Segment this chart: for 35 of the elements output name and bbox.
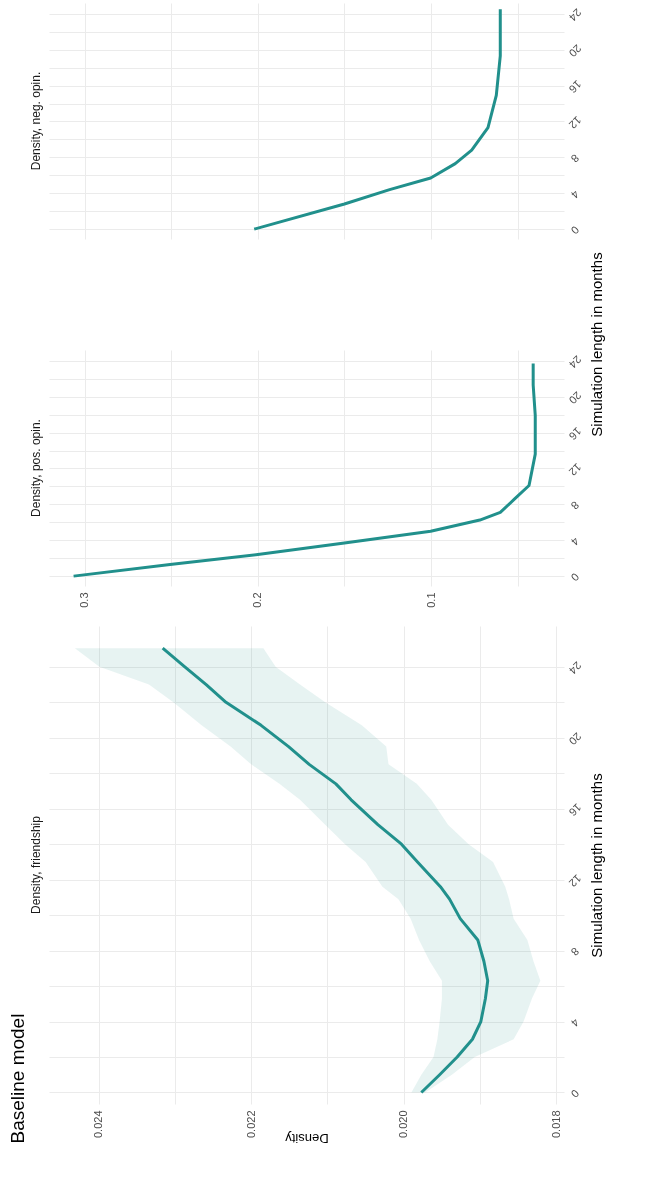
- x-tick-label: 0.1: [424, 592, 437, 608]
- y-tick-label: 8: [568, 945, 582, 959]
- text: Density, pos. opin.: [29, 419, 43, 517]
- x-tick-label: 0.018: [549, 1110, 562, 1139]
- y-tick-label: 20: [566, 730, 584, 748]
- y-tick-label: 0: [568, 1087, 582, 1101]
- y-tick-label: 16: [566, 78, 584, 96]
- y-axis-title: Simulation length in months: [588, 252, 606, 437]
- text: Density, neg. opin.: [29, 71, 43, 171]
- text: Baseline model: [7, 1013, 28, 1144]
- y-tick-label: 12: [566, 114, 584, 132]
- y-tick-label: 12: [566, 872, 584, 890]
- y-tick-label: 20: [566, 42, 584, 60]
- y-tick-label: 12: [566, 461, 584, 479]
- y-tick-label: 20: [566, 389, 584, 407]
- y-axis-title: Simulation length in months: [588, 773, 606, 958]
- y-tick-label: 8: [568, 499, 582, 512]
- x-tick-label: 0.2: [251, 592, 264, 608]
- y-tick-label: 24: [566, 659, 584, 677]
- x-tick-label: 0.3: [78, 592, 91, 608]
- y-tick-label: 16: [566, 425, 584, 443]
- x-tick-label: 0.020: [397, 1110, 410, 1139]
- x-tick-label: 0.022: [244, 1110, 257, 1139]
- y-tick-label: 4: [568, 188, 582, 201]
- x-tick-label: 0.024: [92, 1110, 105, 1139]
- y-tick-label: 16: [566, 801, 584, 819]
- y-tick-label: 0: [568, 570, 582, 584]
- y-tick-label: 0: [568, 223, 582, 237]
- y-tick-label: 24: [566, 353, 584, 371]
- x-axis-title: Density: [284, 1131, 329, 1147]
- y-tick-label: 24: [566, 6, 584, 24]
- y-tick-label: 4: [568, 535, 582, 548]
- y-tick-label: 4: [568, 1016, 582, 1030]
- text: Density, friendship: [29, 815, 43, 914]
- y-tick-label: 8: [568, 152, 582, 165]
